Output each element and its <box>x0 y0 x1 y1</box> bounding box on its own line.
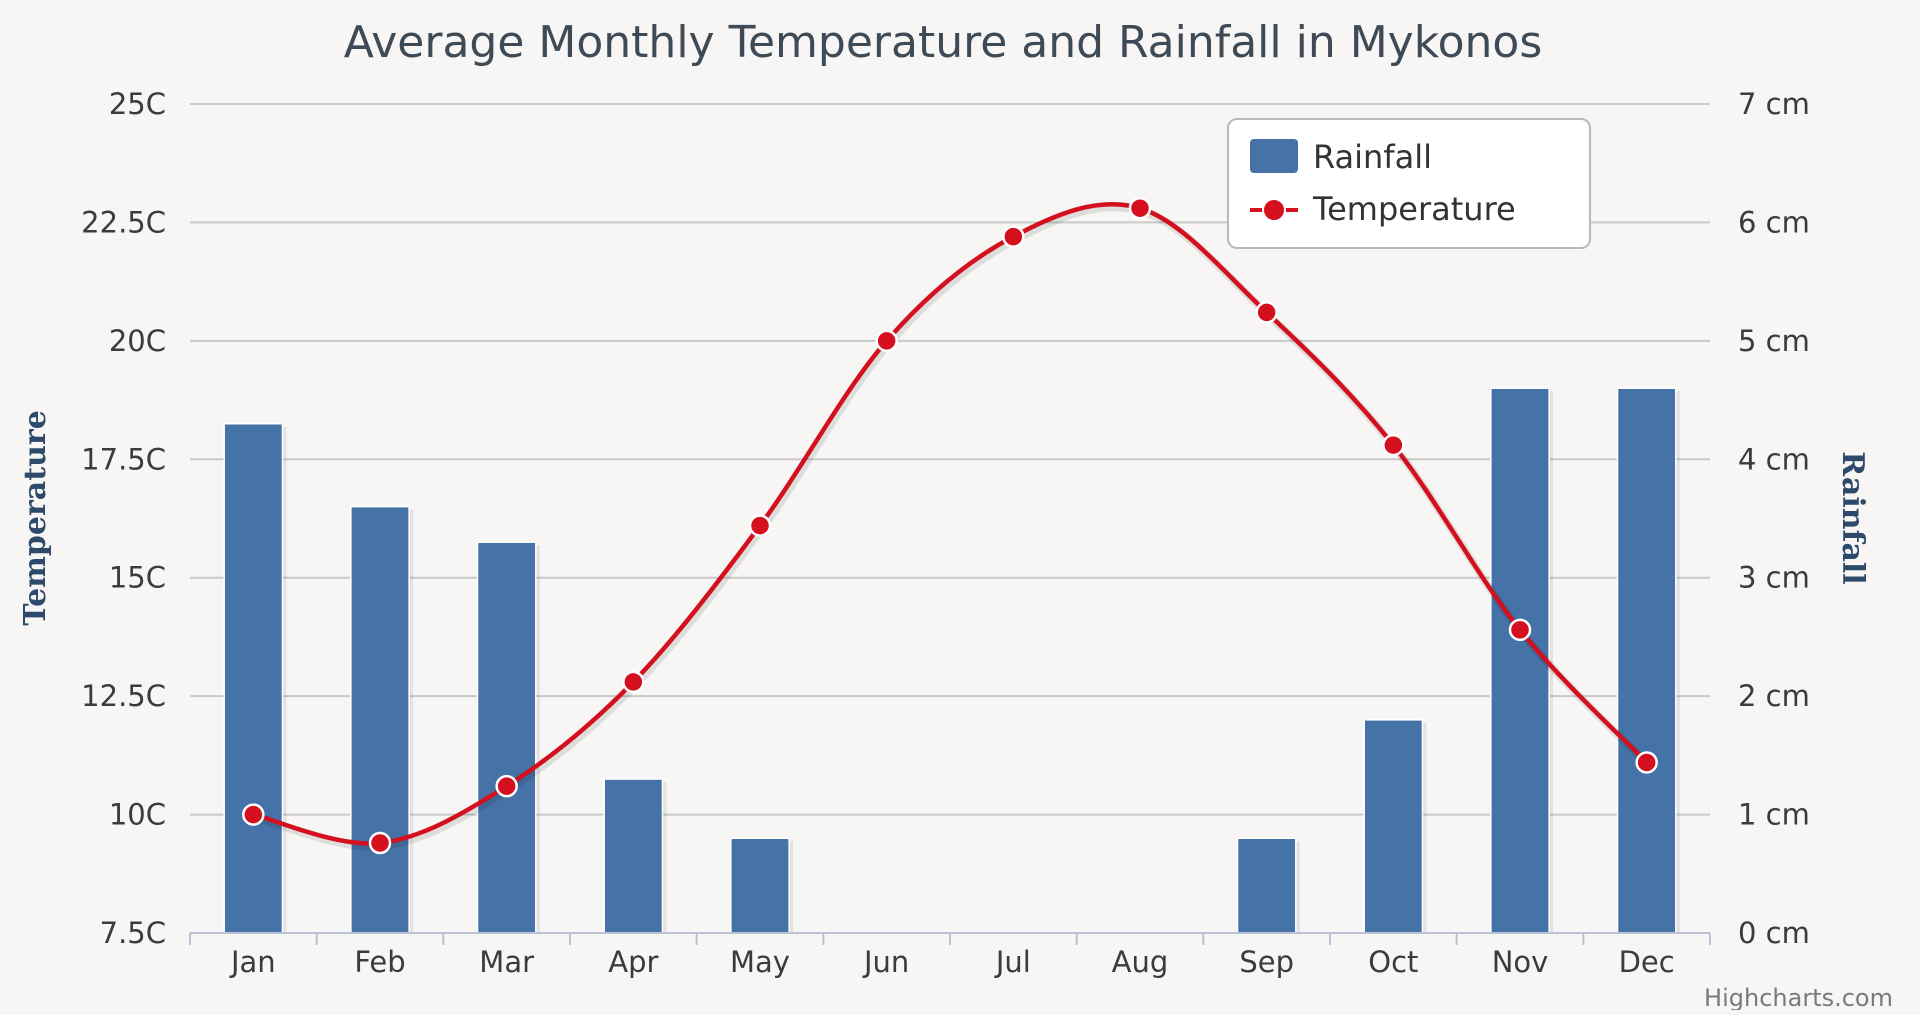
temperature-point <box>622 670 645 694</box>
temperature-series-line <box>252 201 1649 846</box>
temperature-point <box>1002 225 1025 248</box>
temperature-line <box>242 196 1658 855</box>
temperature-point <box>242 803 265 826</box>
right-tick-label: 7 cm <box>1738 87 1810 121</box>
x-tick-label: Oct <box>1368 945 1418 979</box>
rainfall-bar <box>476 541 537 934</box>
temperature-point <box>1255 301 1278 324</box>
x-tick-label: Dec <box>1619 945 1675 979</box>
x-tick-label: Mar <box>479 945 534 979</box>
credit-text[interactable]: Highcharts.com <box>1704 984 1893 1012</box>
x-tick-label: Jul <box>994 945 1031 979</box>
legend-box <box>1227 118 1591 249</box>
x-tick-label: Jan <box>229 945 276 979</box>
legend-temperature-label[interactable]: Temperature <box>1312 190 1516 228</box>
legend: Rainfall Temperature <box>1227 118 1591 249</box>
temperature-line-shadow <box>254 203 1652 851</box>
right-tick-label: 3 cm <box>1738 561 1810 595</box>
right-tick-label: 1 cm <box>1738 798 1810 832</box>
x-tick-label: Nov <box>1492 945 1549 979</box>
left-tick-label: 25C <box>109 87 166 121</box>
legend-rainfall-label[interactable]: Rainfall <box>1313 138 1432 176</box>
right-tick-label: 6 cm <box>1738 205 1810 239</box>
left-tick-label: 10C <box>109 798 166 832</box>
temperature-point <box>1635 751 1658 774</box>
temperature-point <box>495 774 518 798</box>
temperature-point <box>1382 433 1405 457</box>
left-axis-title: Temperature <box>18 410 53 626</box>
left-tick-label: 22.5C <box>81 205 166 239</box>
rainfall-bar <box>1490 387 1550 934</box>
left-tick-label: 20C <box>109 324 166 358</box>
left-tick-label: 15C <box>109 561 166 595</box>
x-tick-label: Feb <box>354 945 405 979</box>
gridlines <box>190 103 1710 816</box>
rainfall-bars <box>223 387 1680 934</box>
temperature-point <box>748 514 772 537</box>
x-tick-label: Aug <box>1112 945 1169 979</box>
right-axis-title: Rainfall <box>1835 451 1870 584</box>
rainfall-bar <box>730 837 790 934</box>
rainfall-bar <box>1236 837 1297 934</box>
rainfall-bar <box>223 423 284 934</box>
legend-temperature-marker[interactable] <box>1262 198 1286 222</box>
temperature-point <box>1508 618 1532 642</box>
left-tick-label: 7.5C <box>100 916 166 950</box>
x-tick-label: May <box>730 945 790 979</box>
temperature-point <box>875 329 898 353</box>
chart-title: Average Monthly Temperature and Rainfall… <box>344 17 1543 68</box>
left-tick-label: 12.5C <box>81 679 166 713</box>
rainfall-bar <box>350 505 410 934</box>
x-tick-label: Jun <box>862 945 909 979</box>
temperature-point <box>1128 196 1152 220</box>
right-tick-label: 0 cm <box>1738 916 1810 950</box>
left-tick-label: 17.5C <box>81 442 166 476</box>
rainfall-bar <box>1616 387 1677 934</box>
temperature-point <box>368 831 392 855</box>
x-axis: Jan Feb Mar Apr May Jun Jul Aug Sep Oct Nov Dec <box>189 932 1711 979</box>
legend-rainfall-swatch[interactable] <box>1250 139 1298 173</box>
right-y-axis: 7 cm 6 cm 5 cm 4 cm 3 cm 2 cm 1 cm 0 cm <box>1738 87 1810 950</box>
x-tick-label: Apr <box>608 945 658 979</box>
rainfall-bar <box>603 778 664 934</box>
right-tick-label: 4 cm <box>1738 442 1810 476</box>
rainfall-bar <box>1363 719 1424 934</box>
right-tick-label: 2 cm <box>1738 679 1810 713</box>
left-y-axis: 25C 22.5C 20C 17.5C 15C 12.5C 10C 7.5C <box>81 87 166 950</box>
x-tick-label: Sep <box>1239 945 1294 979</box>
right-tick-label: 5 cm <box>1738 324 1810 358</box>
